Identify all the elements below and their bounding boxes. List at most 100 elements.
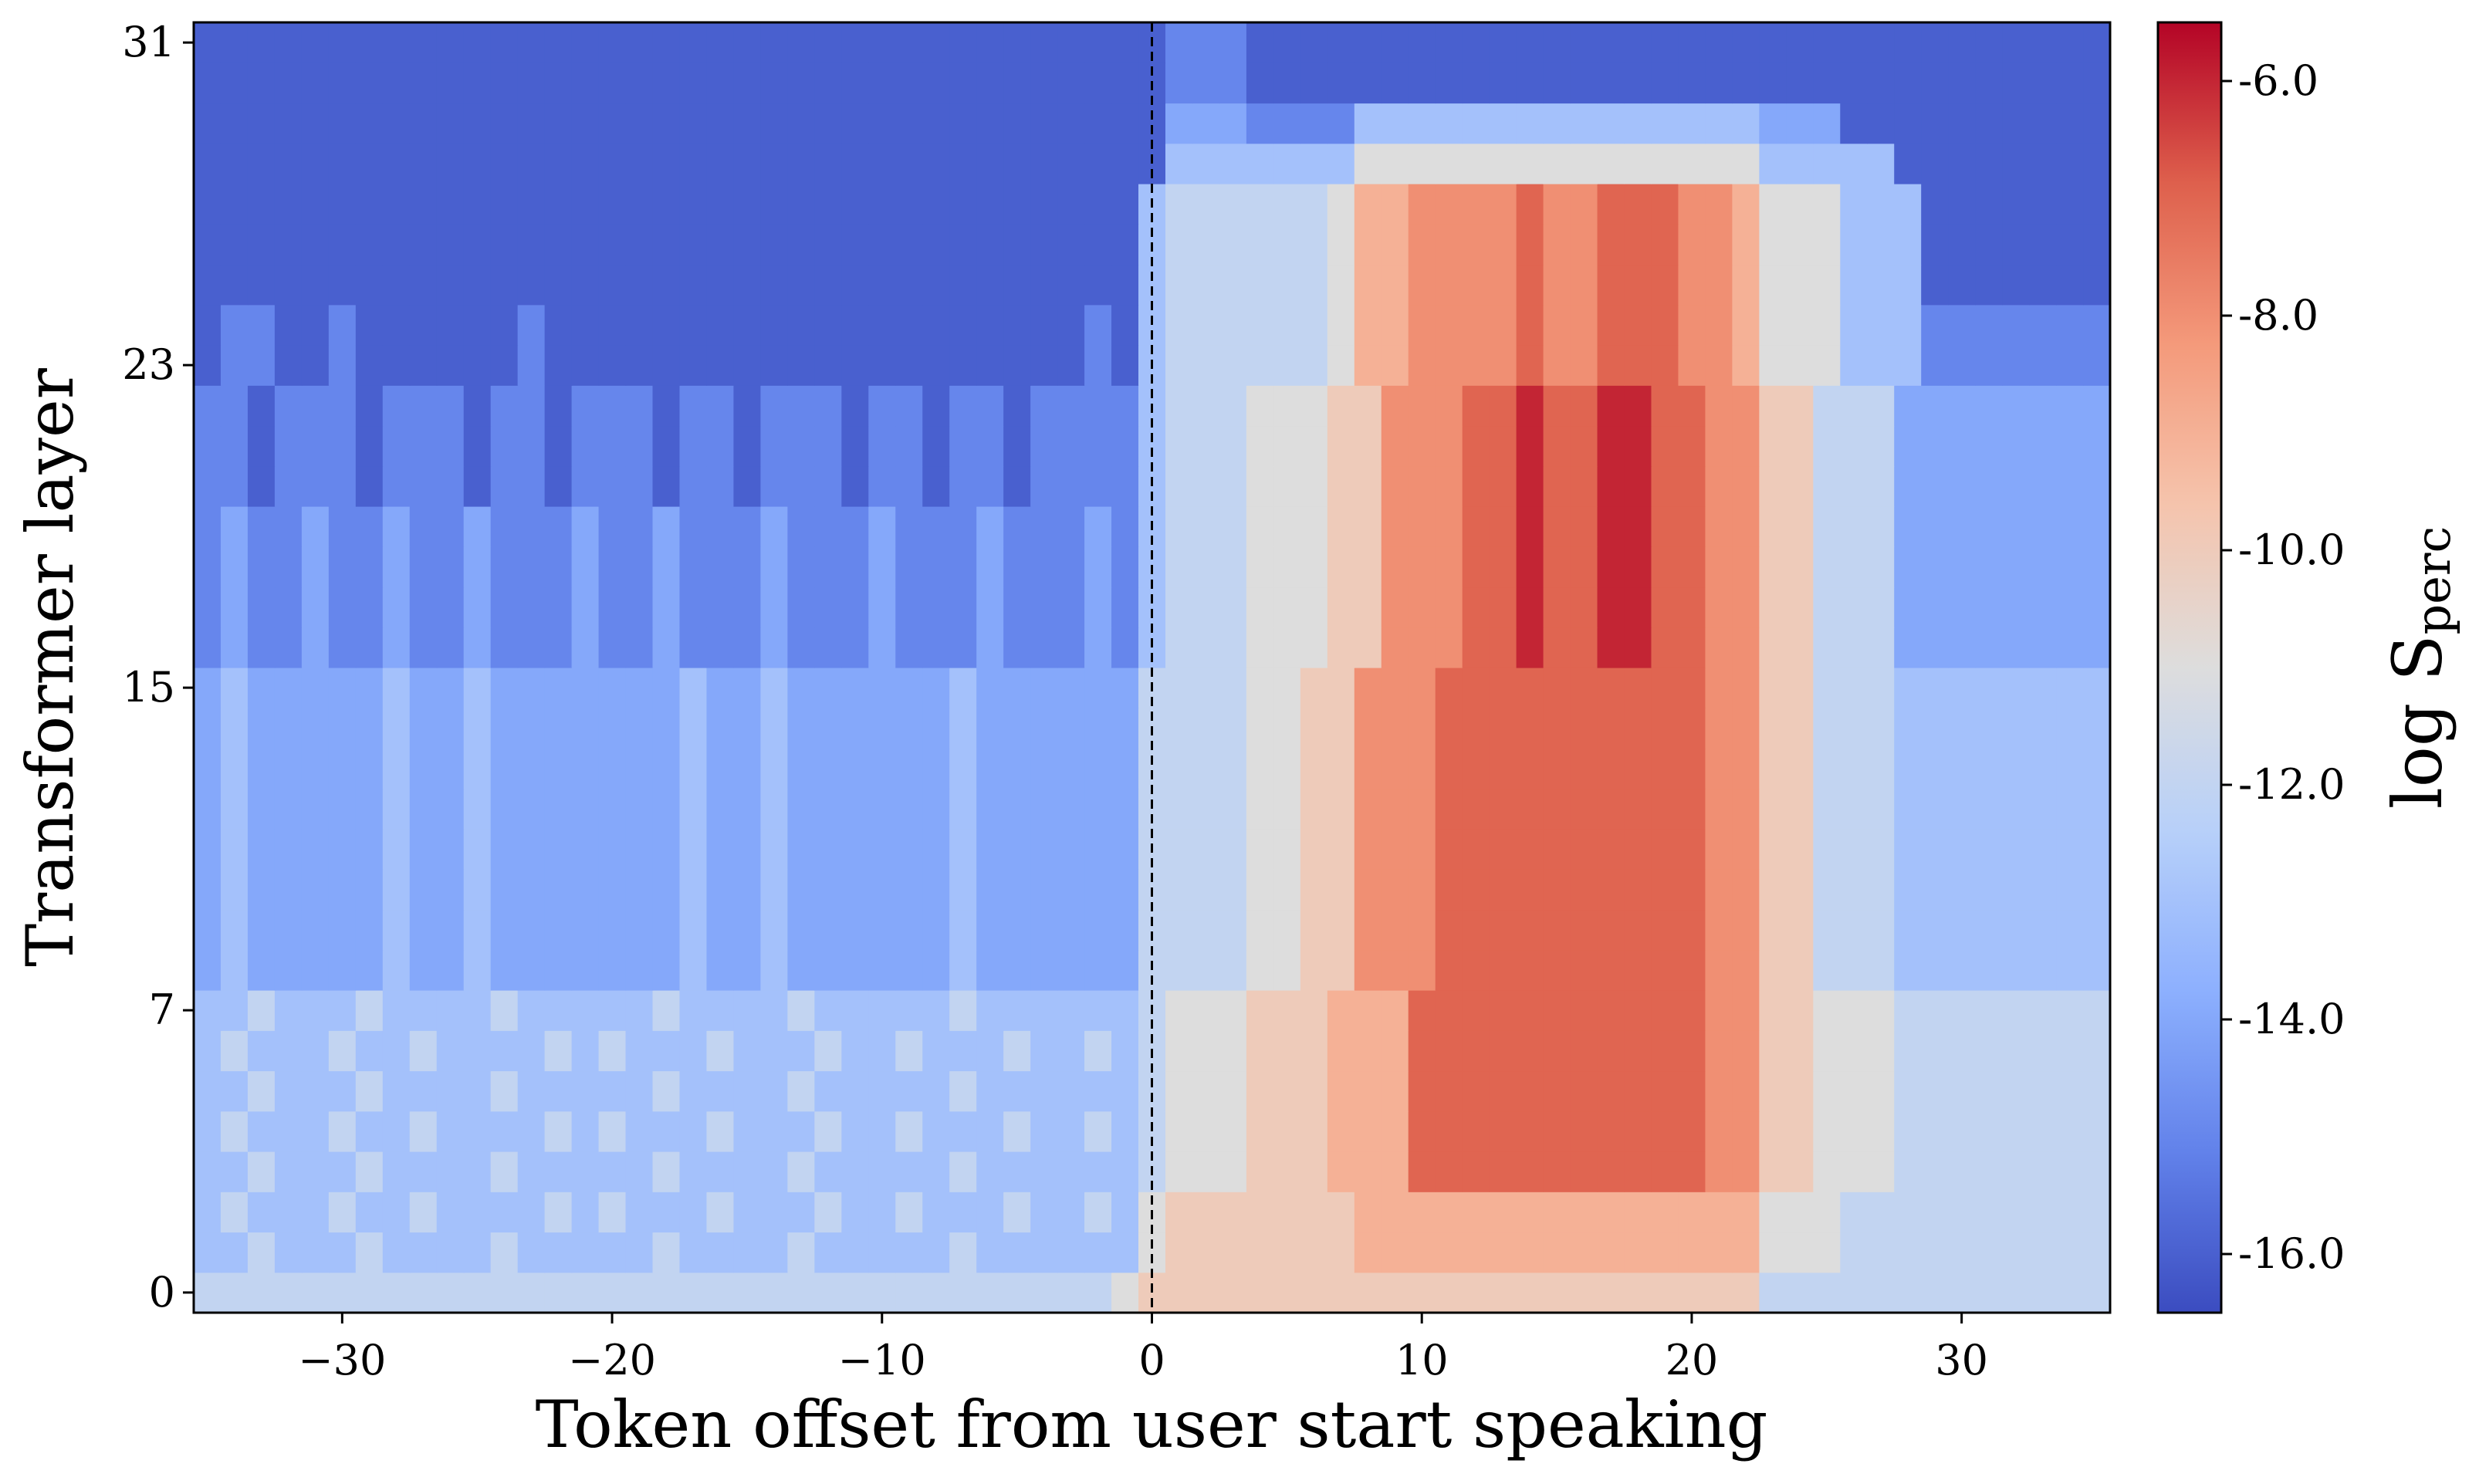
heatmap-cell bbox=[1300, 63, 1328, 104]
heatmap-cell bbox=[841, 184, 869, 225]
heatmap-cell bbox=[598, 1272, 627, 1313]
colorbar-tick-label: -6.0 bbox=[2238, 56, 2318, 105]
heatmap-cell bbox=[1597, 990, 1625, 1031]
heatmap-cell bbox=[1111, 708, 1139, 749]
heatmap-cell bbox=[409, 425, 438, 467]
heatmap-cell bbox=[1597, 465, 1625, 507]
heatmap-cell bbox=[1192, 788, 1220, 830]
heatmap-cell bbox=[1246, 909, 1274, 951]
heatmap-cell bbox=[1921, 224, 1949, 265]
heatmap-cell bbox=[760, 22, 788, 63]
heatmap-cell bbox=[1246, 425, 1274, 467]
heatmap-cell bbox=[787, 22, 815, 63]
heatmap-cell bbox=[220, 869, 249, 911]
heatmap-cell bbox=[1192, 708, 1220, 749]
heatmap-cell bbox=[1462, 748, 1490, 789]
heatmap-cell bbox=[1516, 63, 1544, 104]
heatmap-cell bbox=[1624, 345, 1652, 386]
heatmap-cell bbox=[1111, 22, 1139, 63]
heatmap-cell bbox=[1840, 385, 1868, 427]
heatmap-cell bbox=[1219, 546, 1247, 588]
heatmap-cell bbox=[760, 63, 788, 104]
heatmap-cell bbox=[1705, 22, 1733, 63]
heatmap-cell bbox=[1381, 788, 1409, 830]
heatmap-cell bbox=[1300, 627, 1328, 668]
heatmap-cell bbox=[1543, 788, 1571, 830]
heatmap-cell bbox=[1003, 949, 1031, 991]
heatmap-cell bbox=[868, 345, 896, 386]
heatmap-cell bbox=[1354, 184, 1382, 225]
heatmap-cell bbox=[436, 668, 465, 708]
heatmap-cell bbox=[517, 385, 546, 427]
heatmap-cell bbox=[1651, 63, 1679, 104]
heatmap-cell bbox=[571, 425, 600, 467]
heatmap-cell bbox=[490, 1110, 519, 1152]
heatmap-cell bbox=[194, 990, 222, 1031]
heatmap-cell bbox=[2056, 1030, 2084, 1072]
heatmap-cell bbox=[1273, 103, 1301, 144]
heatmap-cell bbox=[652, 1110, 681, 1152]
colorbar-label: log Sperc bbox=[2378, 526, 2461, 809]
heatmap-cell bbox=[1543, 990, 1571, 1031]
heatmap-cell bbox=[194, 304, 222, 346]
heatmap-cell bbox=[1705, 949, 1733, 991]
heatmap-cell bbox=[247, 224, 276, 265]
heatmap-cell bbox=[247, 788, 276, 830]
heatmap-cell bbox=[1273, 1192, 1301, 1233]
heatmap-cell bbox=[1867, 788, 1895, 830]
heatmap-cell bbox=[1516, 627, 1544, 668]
heatmap-cell bbox=[1003, 103, 1031, 144]
heatmap-cell bbox=[1246, 587, 1274, 628]
heatmap-cell bbox=[1489, 829, 1517, 870]
heatmap-cell bbox=[194, 708, 222, 749]
heatmap-cell bbox=[517, 22, 546, 63]
heatmap-cell bbox=[2056, 465, 2084, 507]
colorbar-tick-label: -10.0 bbox=[2238, 526, 2345, 574]
heatmap-cell bbox=[1570, 1030, 1598, 1072]
heatmap-cell bbox=[1570, 1232, 1598, 1273]
heatmap-cell bbox=[1435, 1151, 1463, 1192]
heatmap-cell bbox=[1219, 829, 1247, 870]
heatmap-cell bbox=[463, 869, 492, 911]
heatmap-cell bbox=[1219, 385, 1247, 427]
heatmap-cell bbox=[544, 587, 573, 628]
heatmap-cell bbox=[1057, 748, 1085, 789]
heatmap-cell bbox=[1462, 103, 1490, 144]
heatmap-cell bbox=[1678, 748, 1706, 789]
heatmap-cell bbox=[1570, 1192, 1598, 1233]
heatmap-cell bbox=[1354, 22, 1382, 63]
heatmap-cell bbox=[220, 949, 249, 991]
heatmap-cell bbox=[841, 708, 869, 749]
heatmap-cell bbox=[1867, 869, 1895, 911]
heatmap-cell bbox=[274, 990, 303, 1031]
heatmap-cell bbox=[1246, 1070, 1274, 1112]
heatmap-cell bbox=[1273, 264, 1301, 306]
heatmap-cell bbox=[1219, 1110, 1247, 1152]
heatmap-cell bbox=[1705, 1192, 1733, 1233]
heatmap-cell bbox=[1327, 506, 1355, 547]
heatmap-cell bbox=[1489, 1110, 1517, 1152]
heatmap-cell bbox=[976, 143, 1004, 184]
heatmap-cell bbox=[2002, 506, 2030, 547]
heatmap-cell bbox=[895, 1272, 923, 1313]
heatmap-cell bbox=[787, 345, 815, 386]
heatmap-cell bbox=[1462, 506, 1490, 547]
heatmap-cell bbox=[328, 425, 357, 467]
heatmap-cell bbox=[1165, 1110, 1193, 1152]
heatmap-cell bbox=[1759, 345, 1787, 386]
heatmap-cell bbox=[706, 1232, 735, 1273]
heatmap-cell bbox=[220, 668, 249, 708]
heatmap-cell bbox=[598, 869, 627, 911]
heatmap-cell bbox=[463, 1232, 492, 1273]
heatmap-cell bbox=[1084, 103, 1112, 144]
heatmap-cell bbox=[1597, 22, 1625, 63]
heatmap-cell bbox=[194, 869, 222, 911]
heatmap-cell bbox=[1408, 385, 1436, 427]
heatmap-cell bbox=[1759, 385, 1787, 427]
heatmap-cell bbox=[1057, 627, 1085, 668]
heatmap-cell bbox=[1219, 869, 1247, 911]
heatmap-cell bbox=[760, 184, 788, 225]
heatmap-cell bbox=[1354, 748, 1382, 789]
heatmap-cell bbox=[1435, 949, 1463, 991]
heatmap-cell bbox=[652, 949, 681, 991]
